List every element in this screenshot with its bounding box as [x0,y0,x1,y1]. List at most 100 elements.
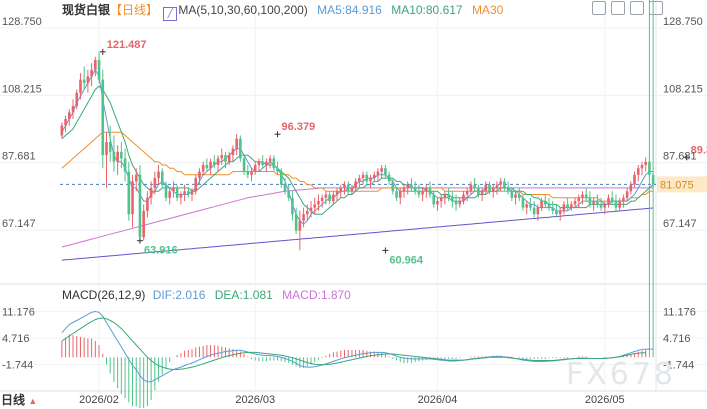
candle-body [395,191,398,198]
candle-body [127,171,131,215]
candle-body [82,79,86,83]
ma10-value: MA10:80.617 [391,3,463,17]
candle-body [495,184,499,188]
candle-body [265,161,268,165]
candle-body [436,201,439,205]
period-selector-label: 日线 [1,393,26,407]
candle-body [361,174,365,179]
candle-body [194,178,198,192]
period-selector[interactable]: 日线 ▲ [0,392,46,408]
candle-body [573,201,577,205]
annotation-label: 60.964 [389,254,424,266]
annotation-label: 89.344 [691,144,707,156]
candle-body [112,151,116,162]
candle-body [149,187,153,198]
last-price-label: 81.075 [660,179,694,191]
ma10-line [61,85,654,215]
macd-tick-right: 11.176 [663,307,696,319]
candle-body [607,197,610,205]
candle-body [253,164,257,172]
candle-body [354,181,357,188]
ma30-line [61,131,654,202]
candle-body [622,197,625,202]
candle-body [90,69,93,77]
candle-body [558,210,562,215]
price-annotations: 121.487 63.916 96.379 60.964 89.344 [99,39,707,266]
candle-body [220,155,224,159]
candle-body [599,204,603,208]
caret-down-icon: ▲ [28,396,38,406]
candle-body [588,197,592,205]
price-tick-left: 108.215 [2,83,42,95]
candle-body [469,184,473,192]
candle-body [458,201,462,205]
moving-average-lines [61,68,654,261]
candle-body [201,164,205,172]
date-axis: 2026/02 2026/03 2026/04 2026/05 [79,394,625,406]
ma5-line [61,68,654,225]
symbol-name: 现货白银 [62,3,111,17]
candle-body [283,184,287,192]
candle-body [424,187,428,192]
macd-tick-right: 4.716 [663,333,691,345]
candle-body [443,194,447,198]
candle-body [120,151,123,159]
price-tick-right: 87.681 [663,151,697,163]
candle-body [213,161,216,165]
macd-tick-left: 4.716 [2,333,30,345]
candle-body [380,168,383,172]
date-tick-label: 2026/02 [79,394,119,406]
candle-body [335,191,339,195]
candle-body [532,207,536,215]
candle-body [372,174,376,179]
candle-body [157,171,160,179]
candle-body [94,59,97,70]
annotation-label: 63.916 [144,245,178,257]
candle-body [376,171,380,175]
macd-tick-right: -1.744 [663,359,694,371]
candle-body [369,178,372,182]
candle-body [324,194,328,198]
date-tick-label: 2026/03 [235,394,275,406]
macd-axis: 11.176 11.176 4.716 4.716 -1.744 -1.744 [2,307,696,372]
macd-title-row: MACD(26,12,9) DIF:2.016 DEA:1.081 MACD:1… [62,287,351,303]
grid-layout-icon[interactable] [592,1,606,15]
ma-params: MA(5,10,30,60,100,200) [178,3,308,17]
candle-body [570,204,573,208]
add-indicator-icon[interactable] [611,1,625,15]
candle-body [465,191,469,195]
candle-body [313,204,317,208]
candle-body [536,207,540,215]
price-axis: 128.750 128.750 108.215 108.215 87.681 87.681… [2,16,707,230]
candle-body [603,204,607,208]
candle-body [488,184,491,192]
candle-body [231,148,235,156]
candle-body [451,197,454,202]
candle-body [298,220,302,231]
candle-body [75,92,79,106]
candle-body [633,174,636,185]
candle-body [60,125,64,136]
candle-body [276,168,279,172]
candle-body [614,201,618,208]
period-label[interactable]: 【日线】 [110,3,159,17]
ma100-line [61,207,654,261]
candle-body [566,204,569,208]
minus-icon[interactable] [630,1,644,15]
chart-title-row: 现货白银【日线】 ╱ MA(5,10,30,60,100,200) MA5:84.… [62,2,503,21]
watermark-logo: FX678 [566,357,677,392]
candle-body [205,164,209,169]
annotation-label: 96.379 [282,121,316,133]
candle-body [358,178,361,182]
candle-body [108,142,112,152]
date-tick-label: 2026/05 [585,394,625,406]
candle-body [629,184,633,192]
macd-dea-value: DEA:1.081 [214,288,273,302]
candle-body [209,161,212,169]
ma-toggle-icon[interactable]: ╱ [163,7,178,21]
candle-body [610,197,614,202]
candle-body [134,174,138,182]
plus-icon[interactable] [649,1,663,15]
candle-body [138,174,142,238]
candle-body [484,184,488,192]
